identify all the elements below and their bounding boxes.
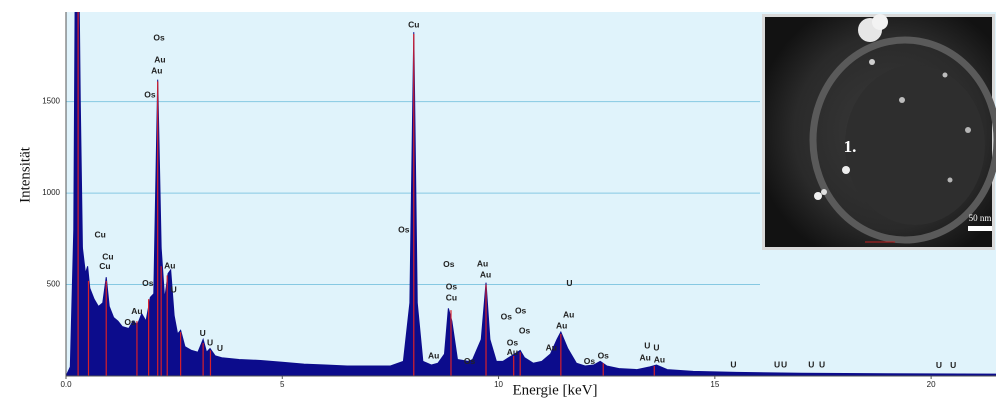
y-tick-label: 500 — [47, 280, 61, 289]
element-label: U — [774, 359, 780, 369]
element-label: U — [781, 359, 787, 369]
element-label: Cu — [408, 19, 419, 29]
element-label: Os — [464, 356, 476, 366]
element-label: Au — [507, 347, 518, 357]
element-label: Os — [446, 281, 458, 291]
element-label: Os — [398, 224, 410, 234]
x-tick-label: 20 — [927, 380, 936, 389]
x-tick-label: 5 — [280, 380, 285, 389]
inset-particle — [814, 192, 822, 200]
inset-label: 1. — [844, 137, 857, 156]
element-label: Au — [480, 269, 491, 279]
element-label: Os — [443, 259, 455, 269]
inset-particle — [943, 73, 948, 78]
element-label: Os — [501, 311, 513, 321]
inset-scale-bar — [968, 226, 992, 231]
chart: OsAuAuOsCuCuCuOsAuOsAuUUUUCuOsOsOsCuAuAu… — [0, 0, 996, 398]
element-label: U — [171, 284, 177, 294]
inset-particle — [821, 189, 827, 195]
x-tick-label: 10 — [494, 380, 503, 389]
element-label: Os — [515, 305, 527, 315]
element-label: Au — [546, 342, 557, 352]
element-label: U — [819, 359, 825, 369]
element-label: Os — [519, 325, 531, 335]
x-tick-label: 0.0 — [60, 380, 72, 389]
inset-image: 1. 50 nm — [762, 14, 996, 250]
element-label: Os — [507, 337, 519, 347]
x-tick-label: 15 — [710, 380, 719, 389]
element-label: Au — [154, 54, 165, 64]
element-label: U — [653, 342, 659, 352]
element-label: Au — [164, 260, 175, 270]
element-label: U — [936, 360, 942, 370]
element-label: U — [808, 359, 814, 369]
element-label: Cu — [102, 251, 113, 261]
element-label: Cu — [99, 261, 110, 271]
y-axis-title: Intensität — [17, 146, 33, 203]
element-label: Au — [556, 320, 567, 330]
element-label: Cu — [446, 292, 457, 302]
element-label: Os — [144, 89, 156, 99]
element-label: Os — [598, 350, 610, 360]
element-label: Au — [131, 306, 142, 316]
element-label: Os — [584, 356, 596, 366]
inset-particle — [842, 166, 850, 174]
element-label: Au — [477, 258, 488, 268]
inset-particle — [965, 127, 971, 133]
inset-scale-text: 50 nm — [969, 213, 992, 223]
element-label: U — [950, 360, 956, 370]
element-label: U — [566, 278, 572, 288]
element-label: Au — [428, 350, 439, 360]
element-label: Au — [563, 309, 574, 319]
element-label: U — [217, 343, 223, 353]
y-tick-label: 1000 — [42, 188, 60, 197]
element-label: Au — [654, 354, 665, 364]
element-label: Os — [153, 32, 165, 42]
element-label: Os — [142, 278, 154, 288]
inset-cell-inner — [845, 65, 985, 225]
element-label: Au — [151, 65, 162, 75]
y-tick-label: 1500 — [42, 97, 60, 106]
element-label: Cu — [95, 229, 106, 239]
element-label: U — [200, 328, 206, 338]
element-label: Au — [640, 352, 651, 362]
inset-particle — [948, 178, 953, 183]
inset-particle — [872, 14, 888, 30]
element-label: U — [730, 359, 736, 369]
element-label: Os — [124, 317, 136, 327]
inset-particle — [899, 97, 905, 103]
element-label: U — [207, 337, 213, 347]
x-axis-title: Energie [keV] — [512, 382, 597, 398]
element-label: U — [644, 340, 650, 350]
inset-particle — [869, 59, 875, 65]
